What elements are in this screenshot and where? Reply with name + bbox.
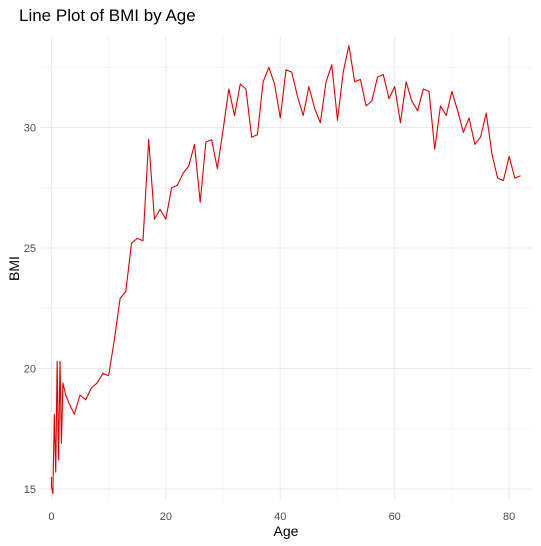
y-axis-title: BMI (6, 256, 22, 281)
y-tick-label: 25 (24, 243, 36, 255)
series-line (50, 45, 521, 495)
x-tick-label: 0 (48, 511, 54, 523)
series-layer (50, 45, 521, 495)
y-tick-label: 15 (24, 484, 36, 496)
x-tick-label: 60 (389, 511, 401, 523)
y-tick-label: 30 (24, 123, 36, 135)
x-tick-label: 40 (274, 511, 286, 523)
tick-labels: 0 20 40 60 80 15 20 25 30 (24, 123, 515, 523)
chart-title: Line Plot of BMI by Age (19, 6, 196, 25)
y-tick-label: 20 (24, 363, 36, 375)
x-axis-title: Age (274, 523, 299, 539)
x-tick-label: 80 (503, 511, 515, 523)
x-tick-label: 20 (160, 511, 172, 523)
grid (40, 36, 532, 501)
